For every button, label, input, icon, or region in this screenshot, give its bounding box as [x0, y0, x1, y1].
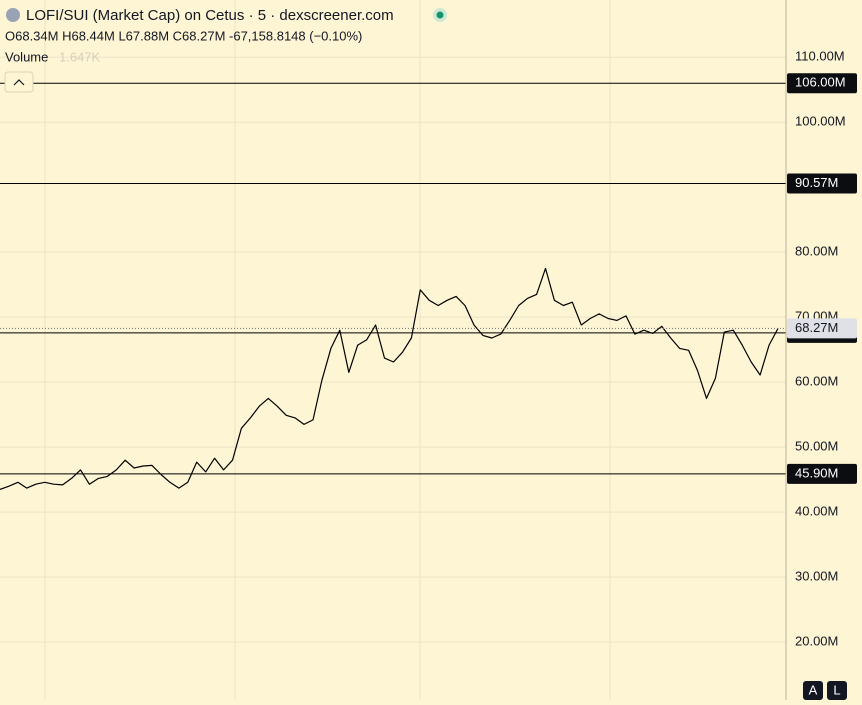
ohlc: O68.34M H68.44M L67.88M C68.27M -67,158.… [5, 28, 362, 43]
level-label: 106.00M [795, 75, 846, 90]
token-icon [6, 8, 20, 22]
y-tick-label: 60.00M [795, 374, 838, 389]
y-tick-label: 50.00M [795, 439, 838, 454]
last-price-label: 68.27M [795, 320, 838, 335]
level-label: 90.57M [795, 175, 838, 190]
vertical-grid [44, 0, 611, 700]
auto-button-label[interactable]: A [809, 682, 818, 697]
auto-button[interactable] [803, 681, 823, 700]
y-tick-label: 40.00M [795, 504, 838, 519]
collapse-button[interactable] [4, 71, 34, 93]
volume-label: Volume [5, 49, 48, 64]
plot: 20.00M30.00M40.00M50.00M60.00M70.00M80.0… [0, 49, 846, 649]
price-line [0, 267, 779, 490]
y-tick-label: 20.00M [795, 634, 838, 649]
level-label: 45.90M [795, 465, 838, 480]
status-dot [436, 11, 444, 19]
y-tick-label: 80.00M [795, 244, 838, 259]
level-label-box [787, 463, 857, 484]
y-tick-label: 30.00M [795, 569, 838, 584]
y-tick-label: 100.00M [795, 114, 846, 129]
collapse-icon [13, 79, 25, 86]
chart-title: LOFI/SUI (Market Cap) on Cetus · 5 · dex… [26, 7, 394, 24]
log-button[interactable] [827, 681, 847, 700]
last-price-box [787, 318, 857, 339]
level-label-box [787, 173, 857, 194]
log-button-label[interactable]: L [833, 682, 840, 697]
level-label-box [787, 73, 857, 94]
volume-value: 1.647K [59, 49, 101, 64]
y-tick-label: 110.00M [795, 49, 845, 64]
